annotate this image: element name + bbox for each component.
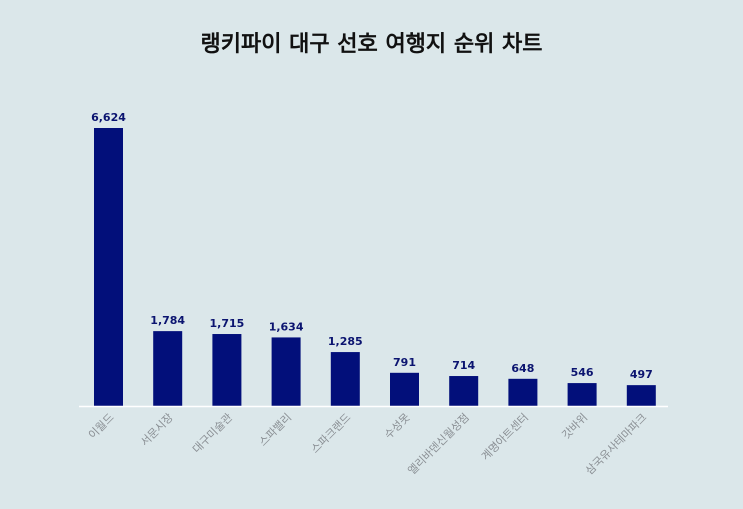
value-labels-group: 6,624 1,784 1,715 1,634 1,285 791 714 648 546 497	[91, 111, 653, 381]
bar-0	[94, 128, 123, 406]
bar-7	[508, 378, 538, 406]
x-tick-label-5: 수성못	[382, 411, 413, 442]
bar-value-label-8: 546	[571, 366, 594, 379]
x-tick-label-9: 삼국유사테마파크	[583, 411, 649, 477]
bar-value-label-1: 1,784	[150, 314, 185, 327]
bar-6	[449, 376, 479, 406]
x-tick-label-8: 갓바위	[560, 411, 591, 442]
x-tick-label-4: 스파크랜드	[308, 411, 353, 456]
bar-value-label-6: 714	[452, 359, 475, 372]
bar-8	[567, 383, 597, 406]
bar-1	[153, 331, 183, 406]
bar-2	[212, 334, 242, 406]
x-tick-label-2: 대구미술관	[190, 411, 235, 456]
x-tick-label-1: 서문시장	[138, 411, 176, 449]
x-tick-label-7: 계명아트센터	[479, 411, 531, 463]
chart-title: 랭키파이 대구 선호 여행지 순위 차트	[200, 32, 543, 57]
bar-value-label-9: 497	[630, 368, 653, 381]
bar-value-label-3: 1,634	[269, 320, 304, 333]
x-tick-label-6: 엘리바덴신월성점	[405, 411, 471, 477]
bar-5	[390, 372, 419, 406]
bar-value-label-0: 6,624	[91, 111, 126, 124]
bar-value-label-5: 791	[393, 356, 416, 369]
x-tick-label-0: 이월드	[86, 411, 117, 442]
bar-3	[271, 337, 301, 406]
bar-4	[330, 352, 360, 406]
bar-value-label-4: 1,285	[328, 335, 363, 348]
x-tick-label-3: 스파밸리	[256, 411, 294, 449]
bar-value-label-2: 1,715	[210, 317, 245, 330]
bar-value-label-7: 648	[511, 362, 534, 375]
bars-group	[94, 128, 656, 406]
bar-9	[626, 385, 656, 406]
